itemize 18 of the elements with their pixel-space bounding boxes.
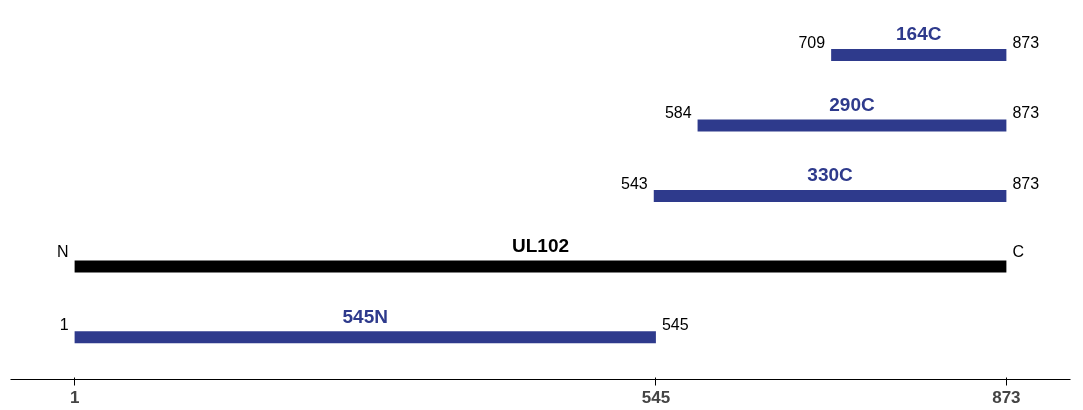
annotation: 584 (664, 104, 692, 122)
annotation: 545 (661, 316, 689, 334)
annotation: 543 (621, 174, 648, 192)
annotation: N (57, 242, 69, 260)
x-tick-label: 545 (641, 387, 671, 407)
y-tick-label: 164C (896, 23, 942, 45)
annotation: 873 (1012, 174, 1040, 192)
x-tick-label: 873 (992, 387, 1021, 407)
y-tick-label: 290C (829, 93, 875, 115)
annotation: 1 (59, 316, 69, 334)
annotation: 873 (1012, 33, 1040, 51)
annotation: C (1012, 242, 1024, 260)
y-tick-label: UL102 (511, 235, 570, 257)
y-tick-label: 545N (342, 305, 388, 327)
annotation: 709 (798, 33, 826, 51)
annotation: 873 (1012, 104, 1040, 122)
y-tick-label: 330C (807, 164, 854, 186)
x-tick-label: 1 (69, 387, 80, 407)
